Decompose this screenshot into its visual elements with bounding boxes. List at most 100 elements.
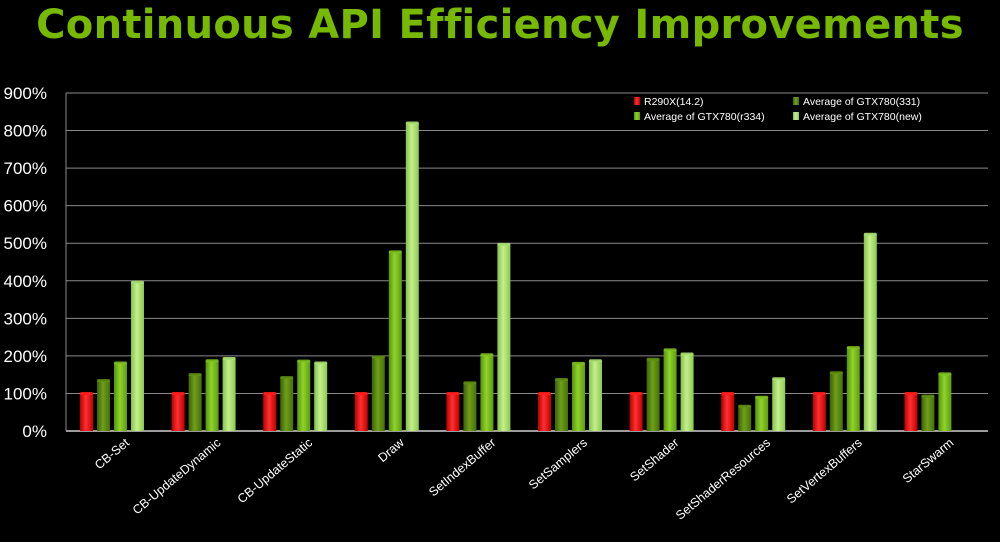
y-tick-label: 500%: [4, 234, 47, 253]
bar-cap: [463, 381, 477, 385]
x-tick-label: SetIndexBuffer: [426, 436, 498, 500]
bar-cap: [921, 394, 935, 398]
bar-cb-updatestatic-series-2: [280, 377, 294, 431]
bar-draw-series-4: [405, 123, 419, 432]
bar-cap: [171, 391, 185, 395]
bar-cap: [721, 391, 735, 395]
bars: [80, 121, 952, 432]
bar-cb-set-series-4: [131, 282, 144, 431]
legend-label: Average of GTX780(new): [803, 111, 922, 123]
bar-cap: [629, 391, 643, 395]
bar-cap: [863, 232, 877, 236]
bar-cap: [829, 371, 843, 375]
y-tick-label: 700%: [4, 159, 47, 178]
bar-cap: [371, 355, 385, 359]
bar-cap: [280, 376, 294, 380]
bar-setindexbuffer-series-4: [497, 244, 511, 431]
x-tick-label: SetShaderResources: [673, 436, 773, 523]
bar-cap: [589, 359, 602, 363]
bar-setshader-series-1: [629, 393, 643, 431]
bar-cap: [663, 348, 677, 352]
bar-setshader-series-2: [646, 359, 660, 431]
bar-cap: [205, 359, 219, 363]
x-tick-label: SetVertexBuffers: [784, 436, 865, 507]
chart-title: Continuous API Efficiency Improvements: [36, 2, 964, 48]
bar-cap: [497, 242, 511, 246]
bar-setvertexbuffers-series-1: [812, 393, 826, 431]
bar-cap: [812, 391, 826, 395]
bar-setshader-series-4: [680, 354, 694, 431]
x-tick-label: CB-UpdateStatic: [235, 436, 315, 507]
bar-cap: [480, 353, 494, 357]
bar-cap: [772, 377, 786, 381]
legend-label: R290X(14.2): [644, 96, 704, 108]
bar-cap: [388, 250, 402, 254]
bar-cap: [405, 121, 419, 125]
bar-cap: [680, 352, 694, 356]
bar-starswarm-series-1: [904, 393, 918, 431]
bar-setindexbuffer-series-2: [463, 382, 477, 431]
x-tick-label: SetSamplers: [526, 436, 590, 493]
legend: R290X(14.2) Average of GTX780(331) Average…: [634, 96, 922, 123]
bar-cap: [646, 357, 660, 361]
y-tick-label: 400%: [4, 272, 47, 291]
bar-setsamplers-series-3: [572, 363, 585, 431]
bar-setshaderresources-series-3: [755, 397, 769, 431]
bar-cb-updatedynamic-series-2: [188, 374, 202, 431]
legend-swatch: [793, 112, 799, 120]
bar-setvertexbuffers-series-2: [829, 372, 843, 431]
bar-cap: [846, 346, 860, 350]
bar-cb-updatedynamic-series-1: [171, 393, 185, 431]
y-tick-label: 900%: [4, 84, 47, 103]
y-axis: 0% 100% 200% 300% 400% 500% 600% 700% 800% 900%: [4, 84, 47, 441]
y-tick-label: 100%: [4, 384, 47, 403]
bar-setsamplers-series-1: [538, 393, 551, 431]
bar-setsamplers-series-2: [555, 379, 568, 431]
bar-cap: [131, 280, 144, 284]
bar-setvertexbuffers-series-4: [863, 234, 877, 431]
bar-cb-updatedynamic-series-4: [222, 358, 236, 431]
legend-swatch: [634, 112, 640, 120]
bar-cap: [80, 391, 93, 395]
legend-label: Average of GTX780(331): [803, 96, 920, 108]
bar-cb-set-series-2: [97, 380, 110, 431]
y-tick-label: 800%: [4, 122, 47, 141]
bar-draw-series-1: [354, 393, 368, 431]
x-tick-label: Draw: [375, 435, 407, 465]
bar-setvertexbuffers-series-3: [846, 347, 860, 431]
y-tick-label: 600%: [4, 197, 47, 216]
bar-cap: [297, 359, 311, 363]
bar-setindexbuffer-series-1: [446, 393, 460, 431]
bar-cap: [263, 391, 277, 395]
bar-cap: [904, 391, 918, 395]
bar-cap: [97, 379, 110, 383]
bar-cap: [114, 361, 127, 365]
bar-cb-set-series-3: [114, 363, 127, 431]
x-tick-label: SetShader: [627, 436, 681, 485]
bar-cap: [938, 372, 952, 376]
bar-cap: [538, 391, 551, 395]
bar-cap: [354, 391, 368, 395]
y-tick-label: 200%: [4, 347, 47, 366]
bar-cb-set-series-1: [80, 393, 93, 431]
x-tick-label: CB-Set: [92, 435, 132, 472]
bar-cap: [188, 373, 202, 377]
bar-setindexbuffer-series-3: [480, 354, 494, 431]
bar-setshaderresources-series-2: [738, 406, 752, 431]
bar-cb-updatedynamic-series-3: [205, 360, 219, 431]
y-tick-label: 0%: [22, 422, 47, 441]
legend-swatch: [634, 97, 640, 105]
y-tick-label: 300%: [4, 309, 47, 328]
bar-draw-series-2: [371, 357, 385, 431]
bar-cb-updatestatic-series-3: [297, 361, 311, 431]
bar-cb-updatestatic-series-1: [263, 393, 277, 431]
bar-cap: [446, 391, 460, 395]
bar-cap: [755, 395, 769, 399]
legend-swatch: [793, 97, 799, 105]
bar-draw-series-3: [388, 251, 402, 431]
bar-cap: [555, 378, 568, 382]
x-tick-label: CB-UpdateDynamic: [130, 436, 224, 518]
gridlines: [65, 92, 988, 432]
